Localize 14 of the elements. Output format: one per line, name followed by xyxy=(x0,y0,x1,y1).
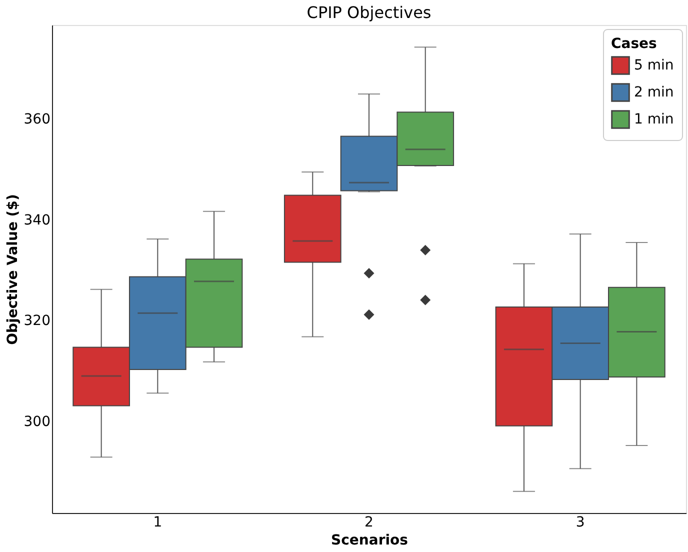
legend-label: 2 min xyxy=(634,84,674,100)
y-tick-label: 340 xyxy=(24,212,50,228)
y-tick-label: 300 xyxy=(24,414,50,430)
x-tick-label: 2 xyxy=(364,514,374,530)
x-tick-label: 1 xyxy=(153,514,162,530)
x-axis-title: Scenarios xyxy=(331,532,408,548)
chart-title: CPIP Objectives xyxy=(306,3,432,22)
legend-label: 5 min xyxy=(634,58,674,74)
y-tick-label: 360 xyxy=(24,112,50,128)
legend-title: Cases xyxy=(611,36,657,52)
x-tick-label: 3 xyxy=(576,514,585,530)
legend-label: 1 min xyxy=(634,112,674,128)
y-tick-label: 320 xyxy=(24,313,50,330)
y-axis-title: Objective Value ($) xyxy=(4,194,21,345)
